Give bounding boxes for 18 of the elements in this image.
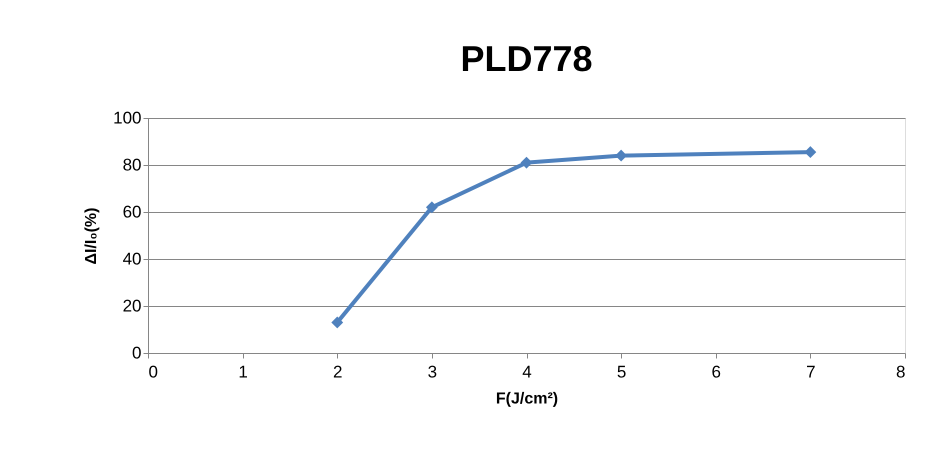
x-tick-label: 8 <box>896 362 906 382</box>
y-tick-label: 40 <box>122 250 142 268</box>
y-axis-title: ΔI/I₀(%) <box>83 208 100 264</box>
y-tick-label: 20 <box>122 296 142 316</box>
x-tick-label: 5 <box>616 362 626 382</box>
x-axis-title: F(J/cm²) <box>496 390 558 408</box>
x-tick-label: 2 <box>333 362 342 382</box>
x-tick-label: 4 <box>522 362 532 382</box>
x-tick-label: 6 <box>712 362 721 382</box>
y-tick-label: 80 <box>122 156 142 174</box>
chart-title: PLD778 <box>460 38 593 79</box>
x-tick-label: 0 <box>148 362 158 382</box>
x-tick-label: 7 <box>806 362 816 382</box>
x-tick-label: 1 <box>238 362 248 382</box>
y-tick-label: 100 <box>113 108 142 128</box>
y-tick-label: 60 <box>122 202 142 222</box>
y-tick-label: 0 <box>132 344 142 362</box>
x-tick-label: 3 <box>428 362 438 382</box>
